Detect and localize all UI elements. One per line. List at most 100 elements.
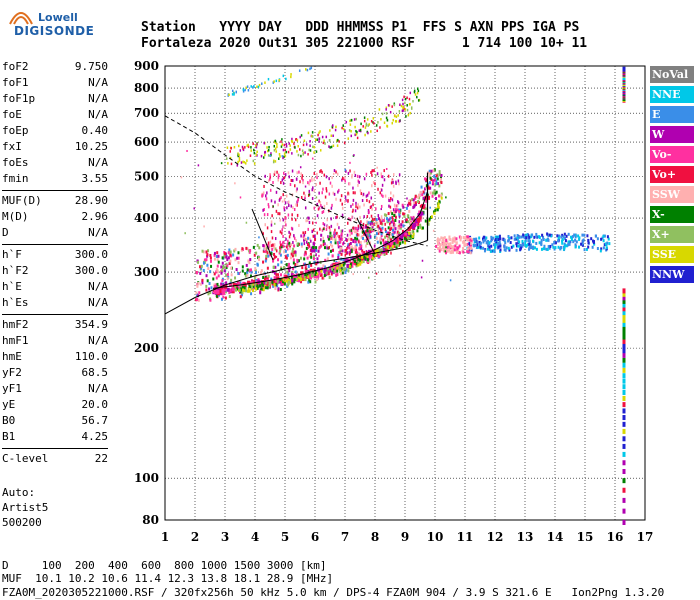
echo-spread-f [313,234,316,238]
echo-spread-column [374,220,377,224]
echo-spread-column [281,241,284,245]
echo-vertical-strip [622,421,626,427]
echo-spread-f [377,254,380,258]
echo-spread-f [288,262,291,266]
echo-spread-f [350,228,353,232]
echo-x-trace [261,282,264,286]
echo-x-trace [304,278,307,282]
echo-spread-blue [583,248,586,252]
echo-spread-f [411,197,414,201]
echo-spread-f [237,251,240,255]
echo-third-hop [273,80,275,83]
echo-spread-f [427,186,430,190]
echo-second-hop [376,129,378,133]
echo-spread-f [339,272,342,276]
echo-second-hop [345,120,348,124]
echo-second-hop [412,99,414,103]
echo-spread-f [197,298,200,302]
echo-spread-f [217,284,220,288]
echo-spread-blue [525,236,528,240]
param-row: foF1 N/A [2,76,108,89]
echo-spread-column [388,199,390,203]
echo-spread-f [233,249,236,253]
echo-spread-blue [553,240,556,244]
echo-spread-f [270,244,273,248]
echo-spread-column [308,189,311,193]
echo-spread-f [337,256,340,260]
echo-spread-blue [478,242,481,246]
echo-spread-f [406,214,409,218]
echo-x-trace [395,245,398,249]
echo-spread-column [393,173,395,177]
echo-spread-f [390,238,393,242]
echo-third-hop [246,85,249,88]
echo-noise [434,176,437,179]
echo-x-trace [303,277,306,281]
echo-spread-column [336,222,339,226]
echo-salmon [467,237,470,241]
echo-spread-blue [490,235,493,239]
param-value: N/A [88,280,108,293]
echo-spread-f [241,247,244,251]
echo-spread-column [273,243,276,247]
echo-spread-f [376,221,379,225]
echo-o-trace [277,279,281,284]
echo-spread-column [372,181,375,185]
echo-spread-blue [530,246,533,250]
echo-o-trace [226,287,230,292]
echo-spread-f [398,214,401,218]
echo-spread-f [246,247,249,251]
echo-spread-column [353,170,356,174]
echo-spread-f [254,269,257,273]
echo-second-hop [377,121,379,124]
echo-o-trace [385,247,389,252]
param-row: C-level 22 [2,452,108,465]
echo-second-hop [409,91,412,95]
echo-spread-column [393,223,396,227]
echo-spread-column [355,226,357,230]
echo-noise [184,232,186,235]
echo-spread-column [325,189,328,193]
echo-spread-blue [516,234,519,238]
echo-spread-column [293,236,296,240]
echo-spread-blue [496,242,499,246]
echo-second-hop [375,124,378,127]
echo-spread-column [370,214,373,218]
echo-spread-column [290,204,293,208]
echo-second-hop [334,128,337,132]
echo-spread-column [377,187,379,191]
echo-spread-blue [542,238,545,242]
echo-noise [302,232,305,235]
echo-spread-column [352,229,354,233]
echo-spread-column [313,178,315,182]
echo-spread-column [281,228,283,232]
echo-spread-f [359,241,362,245]
echo-vertical-strip [622,451,626,457]
echo-second-hop [281,143,284,146]
echo-second-hop [366,118,369,121]
echo-spread-f [405,229,408,233]
echo-x-trace [353,259,356,263]
echo-spread-f [440,173,443,177]
echo-spread-column [379,227,382,231]
echo-spread-f [356,237,359,241]
echo-spread-column [265,194,267,198]
echo-spread-column [351,227,354,231]
echo-spread-column [325,227,328,231]
echo-spread-blue [535,234,538,238]
echo-spread-f [382,238,385,242]
echo-noise [203,225,205,228]
echo-spread-f [390,232,393,236]
echo-spread-blue [497,235,500,239]
echo-spread-column [341,236,344,240]
echo-spread-column [380,204,383,208]
echo-second-hop [253,148,255,152]
echo-spread-column [382,241,385,245]
echo-spread-column [371,207,373,211]
echo-spread-column [391,216,394,220]
echo-spread-f [258,258,261,262]
echo-spread-column [342,176,344,180]
echo-second-hop [276,142,278,146]
echo-spread-f [316,278,319,282]
echo-spread-f [283,250,286,254]
